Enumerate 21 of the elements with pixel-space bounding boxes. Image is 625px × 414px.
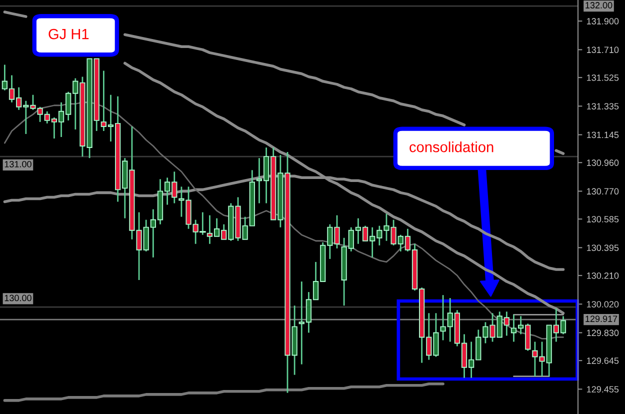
y-tick-label: 130.020 (587, 301, 619, 308)
y-tick-label: 129.830 (587, 330, 619, 336)
y-tick-label: 130.585 (587, 216, 619, 222)
ref-line-label: 131.00 (4, 160, 32, 168)
y-tick-label: 130.395 (587, 244, 619, 252)
ref-line-label: 132.00 (586, 2, 612, 8)
y-tick-label: 131.145 (587, 132, 619, 138)
y-tick-label: 130.960 (587, 160, 619, 166)
y-tick-label: 129.645 (587, 358, 619, 364)
y-tick-label: 129.455 (587, 386, 619, 393)
y-tick-label: 130.210 (587, 272, 619, 279)
ref-line-label: 130.00 (4, 294, 32, 302)
annotation: GJ H1 (48, 28, 89, 40)
y-tick-label: 131.335 (587, 103, 619, 110)
annotation: consolidation (410, 142, 494, 152)
ref-line-label: 129.917 (586, 316, 618, 322)
y-tick-label: 131.525 (587, 74, 619, 81)
y-tick-label: 131.900 (587, 18, 619, 24)
line-series (3, 382, 444, 402)
y-tick-label: 130.770 (587, 188, 619, 195)
y-tick-label: 131.710 (587, 46, 619, 54)
